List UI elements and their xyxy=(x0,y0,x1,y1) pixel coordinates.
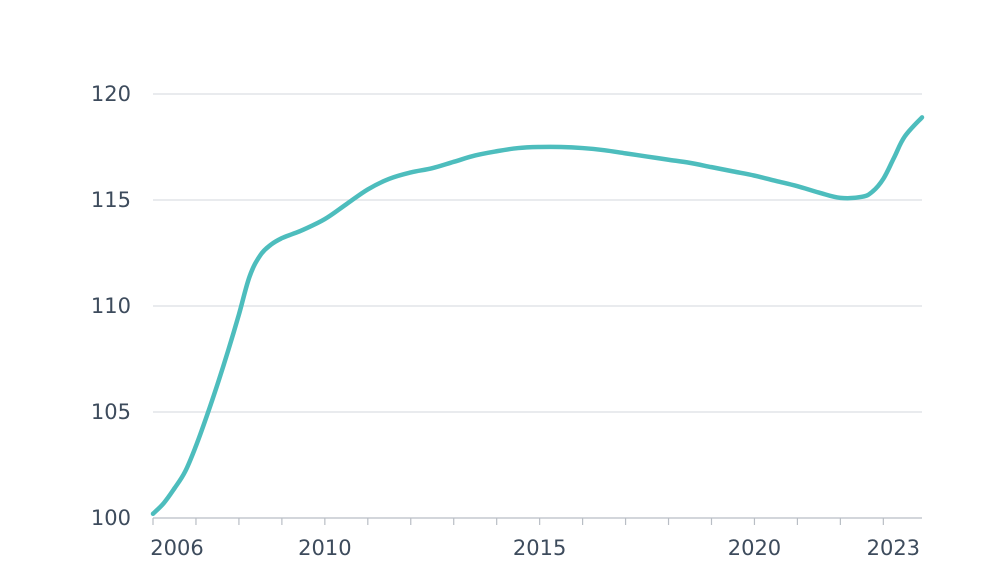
y-tick-label: 115 xyxy=(91,188,131,212)
x-tick-label: 2006 xyxy=(150,536,203,560)
y-tick-label: 105 xyxy=(91,400,131,424)
x-axis xyxy=(152,517,922,525)
gridlines xyxy=(153,93,922,413)
x-tick-label: 2015 xyxy=(513,536,566,560)
x-tick-label: 2023 xyxy=(867,536,920,560)
x-axis-labels: 2006 2010 2015 2020 2023 xyxy=(150,536,920,560)
series-group xyxy=(150,115,925,517)
y-axis-labels: 100 105 110 115 120 xyxy=(91,82,131,530)
series-line-0 xyxy=(150,115,925,517)
y-tick-label: 120 xyxy=(91,82,131,106)
y-tick-label: 100 xyxy=(91,506,131,530)
x-tick-label: 2020 xyxy=(728,536,781,560)
x-tick-label: 2010 xyxy=(298,536,351,560)
y-tick-label: 110 xyxy=(91,294,131,318)
